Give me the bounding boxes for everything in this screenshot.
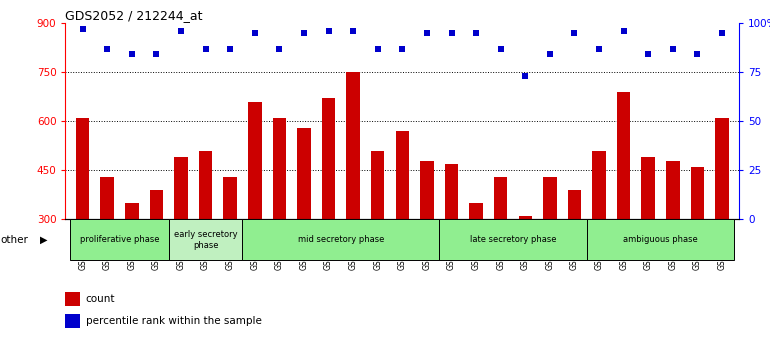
Bar (439, 219, 587, 260)
Point (494, 46, 507, 51)
Point (372, 46, 384, 51)
Point (568, 30, 581, 36)
Bar (174, 157, 188, 219)
Point (544, 52, 556, 57)
Bar (543, 177, 557, 219)
Text: GDS2052 / 212244_at: GDS2052 / 212244_at (65, 9, 203, 22)
Bar (346, 72, 360, 219)
Point (273, 46, 286, 51)
Point (667, 46, 679, 51)
Point (249, 30, 261, 36)
Text: count: count (85, 293, 116, 304)
Bar (65, 314, 80, 328)
Bar (587, 219, 735, 260)
Point (323, 28, 335, 34)
Point (642, 52, 654, 57)
Bar (494, 177, 507, 219)
Bar (322, 98, 335, 219)
Point (76, 26, 89, 32)
Bar (169, 219, 243, 260)
Bar (518, 216, 532, 219)
Point (347, 28, 360, 34)
Point (593, 46, 605, 51)
Point (691, 52, 704, 57)
Bar (149, 190, 163, 219)
Bar (420, 161, 434, 219)
Bar (101, 177, 114, 219)
Bar (691, 167, 704, 219)
Bar (76, 118, 89, 219)
Point (397, 46, 409, 51)
Bar (617, 92, 631, 219)
Bar (297, 128, 311, 219)
Point (470, 30, 482, 36)
Point (420, 30, 433, 36)
Point (126, 52, 138, 57)
Point (519, 73, 531, 79)
Point (445, 30, 457, 36)
Bar (125, 203, 139, 219)
Bar (641, 157, 655, 219)
Bar (445, 164, 458, 219)
Point (224, 46, 236, 51)
Bar (199, 151, 213, 219)
Text: percentile rank within the sample: percentile rank within the sample (85, 316, 262, 326)
Bar (243, 219, 439, 260)
Bar (371, 151, 384, 219)
Point (716, 30, 728, 36)
Point (298, 30, 310, 36)
Bar (223, 177, 237, 219)
Text: ▶: ▶ (40, 235, 48, 245)
Bar (666, 161, 680, 219)
Bar (567, 190, 581, 219)
Bar (65, 292, 80, 306)
Text: proliferative phase: proliferative phase (80, 235, 159, 244)
Text: mid secretory phase: mid secretory phase (298, 235, 384, 244)
Bar (70, 219, 169, 260)
Text: other: other (1, 235, 28, 245)
Text: ambiguous phase: ambiguous phase (623, 235, 698, 244)
Point (175, 28, 187, 34)
Bar (592, 151, 606, 219)
Bar (715, 118, 728, 219)
Text: late secretory phase: late secretory phase (470, 235, 556, 244)
Bar (248, 102, 262, 219)
Point (150, 52, 162, 57)
Point (199, 46, 212, 51)
Point (101, 46, 113, 51)
Bar (396, 131, 409, 219)
Point (618, 28, 630, 34)
Text: early secretory
phase: early secretory phase (174, 230, 237, 250)
Bar (273, 118, 286, 219)
Bar (470, 203, 483, 219)
